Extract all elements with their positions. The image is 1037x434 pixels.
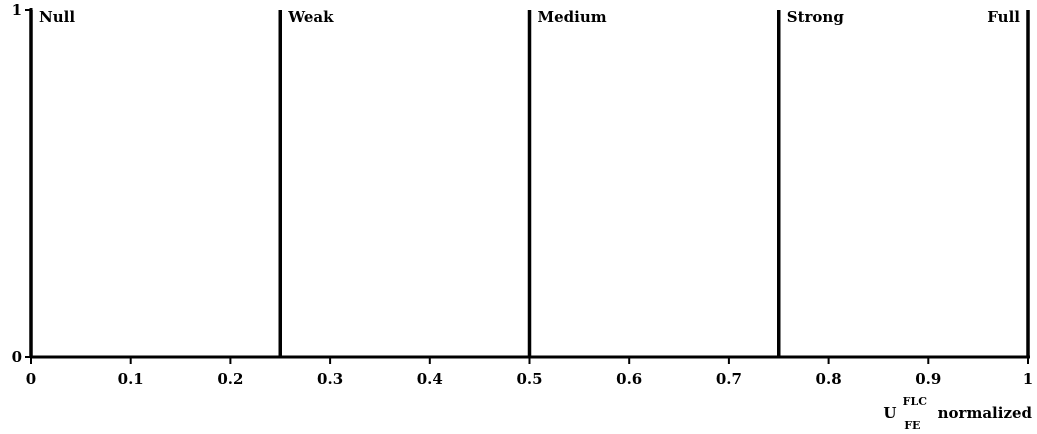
membership-series [29, 10, 1030, 357]
y-tick-label: 1 [12, 1, 22, 19]
y-tick-label: 0 [12, 348, 22, 366]
set-label-medium: Medium [538, 8, 607, 26]
x-tick-label: 1 [1023, 370, 1033, 388]
x-tick-label: 0.2 [217, 370, 243, 388]
x-axis-title-subscript: FE [904, 419, 920, 432]
x-axis-title-superscript: FLC [903, 395, 928, 408]
set-label-full: Full [987, 8, 1020, 26]
set-labels: Null Weak Medium Strong Full [39, 8, 1020, 26]
x-tick-label: 0.1 [118, 370, 144, 388]
x-tick-label: 0.6 [616, 370, 642, 388]
x-axis-title: U FLC FE normalized [883, 391, 1032, 433]
x-tick-label: 0.5 [516, 370, 542, 388]
set-label-strong: Strong [787, 8, 845, 26]
x-tick-label: 0.9 [915, 370, 941, 388]
set-label-weak: Weak [287, 8, 334, 26]
set-label-null: Null [39, 8, 75, 26]
x-tick-label: 0 [26, 370, 36, 388]
y-ticks: 01 [12, 1, 31, 366]
x-ticks: 0 0.1 0.2 0.3 0.4 0.5 0.6 0.7 0.8 0.9 1 [26, 357, 1033, 388]
x-axis-title-suffix: normalized [938, 404, 1033, 422]
x-tick-label: 0.8 [816, 370, 842, 388]
x-axis-title-base: U [883, 404, 896, 422]
x-tick-label: 0.4 [417, 370, 443, 388]
x-tick-label: 0.3 [317, 370, 343, 388]
x-tick-label: 0.7 [716, 370, 742, 388]
